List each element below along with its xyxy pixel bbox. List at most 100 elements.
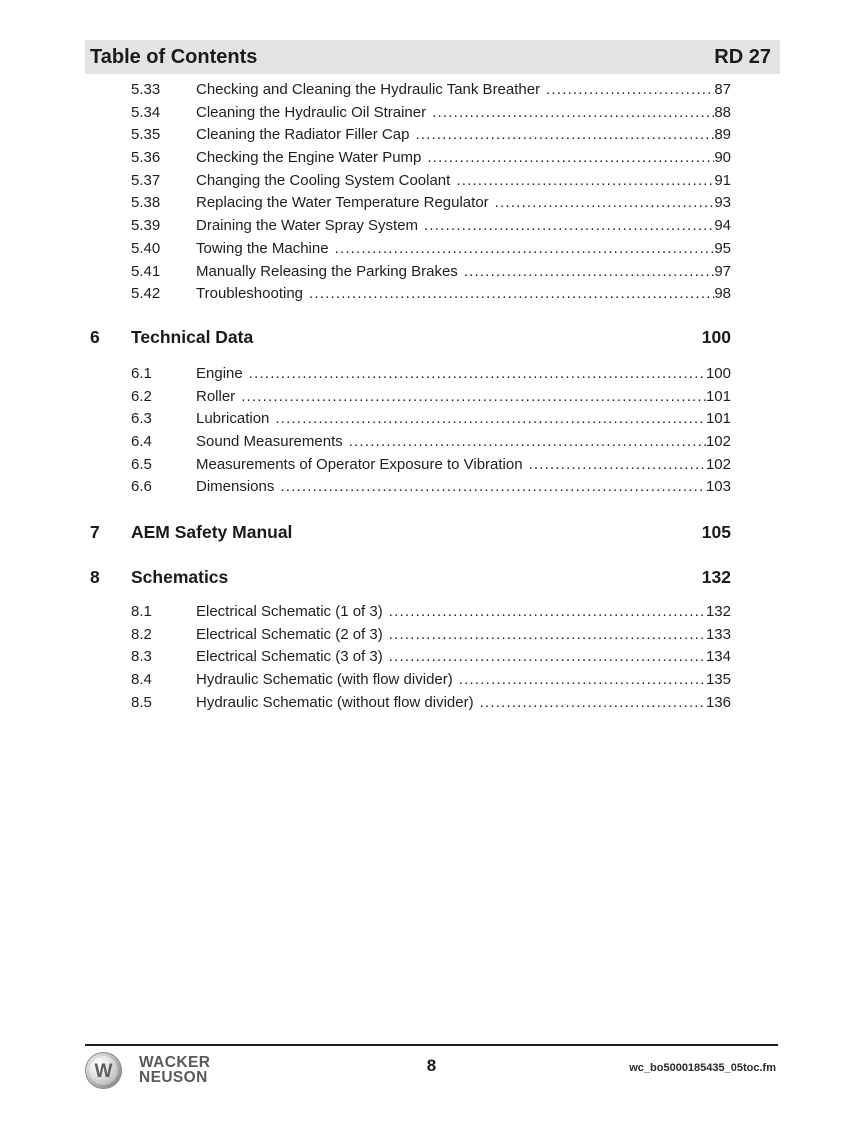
toc-section-heading-schematics: 8 Schematics 132 (90, 564, 731, 590)
toc-section-heading-aem-safety-manual: 7 AEM Safety Manual 105 (90, 519, 731, 545)
toc-entries-section-8: 8.1 Electrical Schematic (1 of 3) 132 8.… (90, 601, 731, 714)
toc-entry: 8.5 Hydraulic Schematic (without flow di… (90, 692, 731, 715)
toc-entry: 5.35 Cleaning the Radiator Filler Cap 89 (90, 124, 731, 147)
toc-entry-number: 5.38 (131, 194, 161, 212)
toc-entry-title: Cleaning the Hydraulic Oil Strainer (196, 103, 427, 121)
toc-leader-dots (459, 669, 706, 692)
toc-leader-dots (495, 192, 715, 215)
toc-entry-page: 132 (705, 603, 731, 620)
toc-section-title: Technical Data (131, 326, 254, 347)
toc-entry-title: Measurements of Operator Exposure to Vib… (196, 455, 523, 473)
page-footer: W WACKER NEUSON 8 wc_bo5000185435_05toc.… (85, 1050, 778, 1098)
toc-entry-title: Sound Measurements (196, 432, 343, 450)
toc-leader-dots (309, 283, 714, 306)
toc-entry: 5.33 Checking and Cleaning the Hydraulic… (90, 79, 731, 102)
logo-sphere: W (89, 1056, 118, 1085)
toc-entry-page: 102 (705, 432, 731, 450)
brand-block: W WACKER NEUSON (85, 1052, 210, 1089)
toc-entry-title: Engine (196, 364, 243, 382)
toc-entry: 8.1 Electrical Schematic (1 of 3) 132 (90, 601, 731, 624)
toc-leader-dots (389, 646, 706, 669)
toc-leader-dots (389, 624, 706, 647)
toc-entry-title: Dimensions (196, 478, 275, 496)
toc-entry: 5.38 Replacing the Water Temperature Reg… (90, 192, 731, 215)
brand-line-2: NEUSON (139, 1068, 208, 1086)
model-label: RD 27 (714, 45, 771, 68)
toc-section-heading-technical-data: 6 Technical Data 100 (90, 324, 731, 350)
toc-entries-section-6: 6.1 Engine 100 6.2 Roller 101 6.3 Lubric… (90, 363, 731, 499)
toc-entry-page: 95 (714, 239, 731, 257)
toc-entry-page: 101 (705, 410, 731, 428)
toc-entry-title: Lubrication (196, 410, 270, 428)
toc-entry-page: 100 (705, 364, 731, 382)
toc-entry-number: 6.2 (131, 387, 152, 405)
toc-entry: 5.42 Troubleshooting 98 (90, 283, 731, 306)
toc-leader-dots (415, 124, 714, 147)
toc-entry-page: 102 (705, 455, 731, 473)
toc-section-page: 132 (701, 567, 731, 587)
toc-leader-dots (389, 601, 706, 624)
toc-entry: 5.41 Manually Releasing the Parking Brak… (90, 261, 731, 284)
toc-leader-dots (249, 363, 706, 386)
toc-entry: 5.39 Draining the Water Spray System 94 (90, 215, 731, 238)
wacker-neuson-logo-icon: W (85, 1052, 122, 1089)
toc-entry-number: 5.41 (131, 262, 161, 280)
toc-entry-page: 87 (714, 81, 731, 98)
toc-entry: 6.5 Measurements of Operator Exposure to… (90, 454, 731, 477)
toc-entry-number: 8.4 (131, 671, 152, 689)
toc-entry: 5.40 Towing the Machine 95 (90, 238, 731, 261)
toc-leader-dots (529, 454, 706, 477)
toc-entry-number: 8.2 (131, 625, 152, 643)
toc-leader-dots (424, 215, 714, 238)
toc-entry-page: 135 (705, 671, 731, 689)
toc-entry-page: 133 (705, 625, 731, 643)
toc-entry-number: 5.39 (131, 217, 161, 235)
toc-entry-number: 5.40 (131, 239, 161, 257)
toc-section-page: 100 (701, 326, 731, 347)
toc-entry-number: 6.1 (131, 364, 152, 382)
toc-entry-number: 6.6 (131, 478, 152, 496)
page-header: Table of Contents RD 27 (85, 40, 780, 74)
toc-entry: 5.37 Changing the Cooling System Coolant… (90, 170, 731, 193)
toc-entry: 5.34 Cleaning the Hydraulic Oil Strainer… (90, 102, 731, 125)
toc-section-page: 105 (701, 522, 731, 542)
toc-leader-dots (427, 147, 714, 170)
toc-entry-number: 5.33 (131, 81, 161, 98)
toc-entry-number: 8.1 (131, 603, 152, 620)
toc-section-number: 6 (90, 326, 100, 347)
toc-leader-dots (432, 102, 714, 125)
toc-entry-title: Checking and Cleaning the Hydraulic Tank… (196, 81, 541, 98)
toc-entry-title: Manually Releasing the Parking Brakes (196, 262, 458, 280)
toc-entry-page: 136 (705, 693, 731, 711)
toc-entry-number: 5.34 (131, 103, 161, 121)
brand-line-1: WACKER (139, 1054, 211, 1071)
toc-entry-number: 5.35 (131, 126, 161, 144)
toc-leader-dots (349, 431, 706, 454)
toc-entry-number: 6.3 (131, 410, 152, 428)
toc-entry-page: 89 (714, 126, 731, 144)
toc-entry-number: 6.4 (131, 432, 152, 450)
footer-page-number: 8 (426, 1056, 437, 1075)
toc-entry-page: 94 (714, 217, 731, 235)
toc-entry-title: Towing the Machine (196, 239, 329, 257)
toc-entry-title: Hydraulic Schematic (without flow divide… (196, 693, 474, 711)
toc-leader-dots (280, 476, 706, 499)
toc-entry-title: Hydraulic Schematic (with flow divider) (196, 671, 453, 689)
toc-entry-title: Checking the Engine Water Pump (196, 149, 422, 167)
toc-leader-dots (275, 408, 706, 431)
toc-entry-page: 101 (705, 387, 731, 405)
toc-section-title: AEM Safety Manual (131, 522, 293, 542)
toc-entry-page: 88 (714, 103, 731, 121)
footer-divider (85, 1044, 778, 1046)
toc-leader-dots (241, 386, 706, 409)
toc-entry: 6.1 Engine 100 (90, 363, 731, 386)
toc-entry-page: 134 (705, 648, 731, 666)
toc-entry-title: Electrical Schematic (3 of 3) (196, 648, 383, 666)
toc-entry-title: Electrical Schematic (2 of 3) (196, 625, 383, 643)
toc-entry: 6.3 Lubrication 101 (90, 408, 731, 431)
toc-entry-number: 5.36 (131, 149, 161, 167)
toc-section-number: 8 (90, 567, 100, 587)
toc-entry: 6.2 Roller 101 (90, 386, 731, 409)
toc-entry: 8.2 Electrical Schematic (2 of 3) 133 (90, 624, 731, 647)
toc-entry-title: Electrical Schematic (1 of 3) (196, 603, 383, 620)
